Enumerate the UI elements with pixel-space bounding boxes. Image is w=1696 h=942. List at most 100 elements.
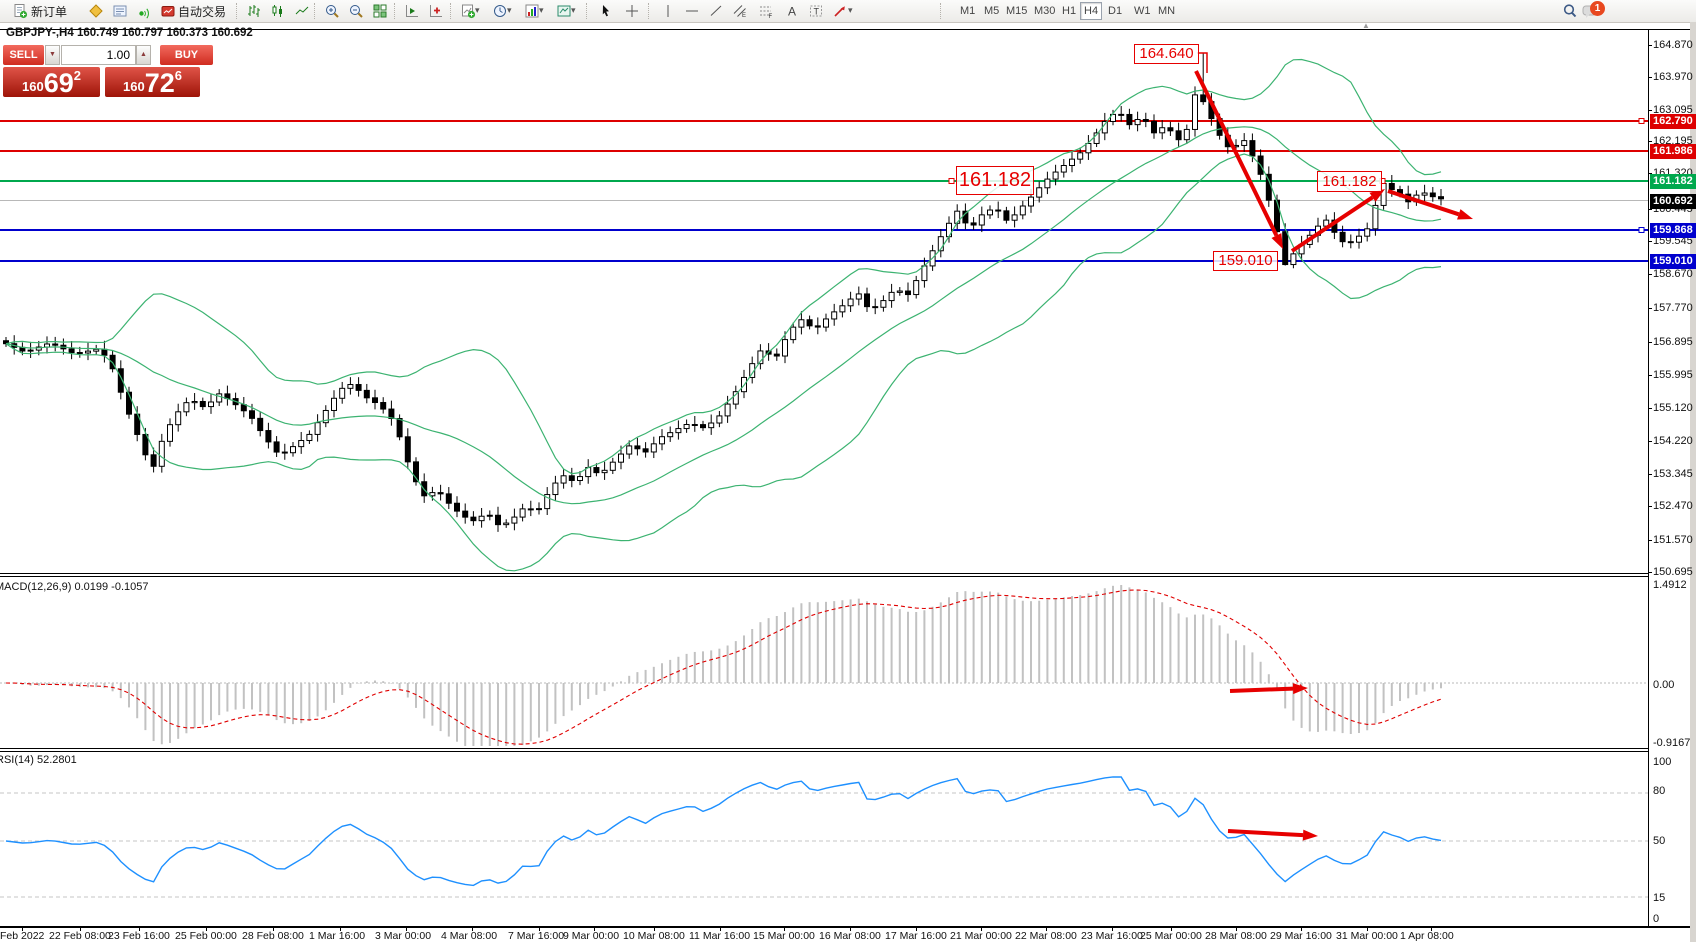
price-axis-tickmark <box>1648 474 1652 475</box>
timeframe-m1[interactable]: M1 <box>960 5 976 17</box>
svg-text:A: A <box>788 5 796 19</box>
date-axis-tickmark <box>594 928 595 931</box>
zoom-in-icon[interactable] <box>322 2 342 20</box>
date-axis-label: 25 Mar 00:00 <box>1140 930 1202 942</box>
annotation-price-label[interactable]: 161.182 <box>1317 171 1382 192</box>
hline-161.182[interactable] <box>0 180 1648 182</box>
date-axis-tickmark <box>472 928 473 931</box>
line-chart-mode-icon[interactable] <box>292 2 312 20</box>
timeframe-h1[interactable]: H1 <box>1062 5 1077 17</box>
cursor-tool-icon[interactable] <box>596 2 616 20</box>
ask-main: 72 <box>144 68 175 98</box>
zoom-out-icon[interactable] <box>346 2 366 20</box>
date-axis-tickmark <box>1367 928 1368 931</box>
timeframe-m30[interactable]: M30 <box>1034 5 1056 17</box>
trendline-tool-icon[interactable] <box>706 2 726 20</box>
price-axis-border <box>1648 29 1649 927</box>
new-chart-dropdown-icon[interactable]: ▾ <box>475 5 480 15</box>
gold-symbol-icon[interactable] <box>86 2 106 20</box>
timeframe-d1[interactable]: D1 <box>1108 5 1123 17</box>
price-axis-tickmark <box>1648 540 1652 541</box>
new-order-label[interactable]: 新订单 <box>31 5 68 19</box>
date-axis-label: 1 Mar 16:00 <box>309 930 366 942</box>
timeframe-m15[interactable]: M15 <box>1006 5 1028 17</box>
annotation-price-label[interactable]: 161.182 <box>956 166 1034 195</box>
date-axis-tickmark <box>720 928 721 931</box>
buy-button[interactable]: BUY <box>160 45 213 65</box>
channel-tool-icon[interactable]: E <box>730 2 750 20</box>
rsi-separator-bottom[interactable] <box>0 751 1649 752</box>
new-order-icon[interactable] <box>10 2 30 20</box>
date-axis-tickmark <box>1112 928 1113 931</box>
rsi-axis-tick: 80 <box>1653 785 1666 797</box>
auto-trading-label[interactable]: 自动交易 <box>178 5 227 19</box>
date-axis-label: 11 Mar 16:00 <box>689 930 751 942</box>
date-axis-tickmark <box>340 928 341 931</box>
macd-axis-tick: 0.00 <box>1653 679 1675 691</box>
fibonacci-tool-icon[interactable]: F <box>756 2 776 20</box>
date-axis-tickmark <box>654 928 655 931</box>
arrows-dropdown-icon[interactable]: ▾ <box>848 5 853 15</box>
hline-159.868[interactable] <box>0 229 1648 231</box>
price-axis-tick: 154.220 <box>1653 435 1693 447</box>
search-icon[interactable] <box>1560 2 1580 20</box>
annotation-price-label[interactable]: 164.640 <box>1134 44 1199 64</box>
date-axis-tickmark <box>406 928 407 931</box>
hline-160.692[interactable] <box>0 199 1648 201</box>
auto-trading-icon[interactable] <box>158 2 178 20</box>
notification-badge[interactable]: 1 <box>1590 1 1605 16</box>
bar-chart-mode-icon[interactable] <box>244 2 264 20</box>
new-chart-icon[interactable] <box>458 2 478 20</box>
add-indicator-icon[interactable] <box>426 2 446 20</box>
timeframe-h4[interactable]: H4 <box>1080 2 1103 20</box>
price-axis-tickmark <box>1648 45 1652 46</box>
chart-properties-dropdown-icon[interactable]: ▾ <box>539 5 544 15</box>
chart-properties-icon[interactable] <box>522 2 542 20</box>
macd-axis-tick: -0.9167 <box>1653 737 1691 749</box>
date-axis-label: 3 Mar 00:00 <box>375 930 432 942</box>
hline-159.010[interactable] <box>0 260 1648 262</box>
date-axis-tickmark <box>916 928 917 931</box>
periods-clock-icon[interactable] <box>490 2 510 20</box>
volume-input[interactable] <box>61 45 136 65</box>
macd-separator-top[interactable] <box>0 573 1649 574</box>
text-tool-icon[interactable]: A <box>782 2 802 20</box>
macd-separator-bottom[interactable] <box>0 576 1649 577</box>
timeframe-mn[interactable]: MN <box>1158 5 1176 17</box>
volume-increase-button[interactable]: ▲ <box>136 45 151 65</box>
date-axis-label: 1 Apr 08:00 <box>1400 930 1454 942</box>
news-icon[interactable] <box>110 2 130 20</box>
vertical-line-tool-icon[interactable] <box>658 2 678 20</box>
tile-windows-icon[interactable] <box>370 2 390 20</box>
profiles-icon[interactable] <box>554 2 574 20</box>
timeframe-w1[interactable]: W1 <box>1134 5 1151 17</box>
chart-plot-area[interactable] <box>0 30 1648 927</box>
hline-162.790[interactable] <box>0 120 1648 122</box>
timeframe-m5[interactable]: M5 <box>984 5 1000 17</box>
periods-dropdown-icon[interactable]: ▾ <box>507 5 512 15</box>
candlestick-mode-icon[interactable] <box>268 2 288 20</box>
signals-icon[interactable] <box>134 2 154 20</box>
price-axis-tick: 157.770 <box>1653 302 1693 314</box>
rsi-separator-top[interactable] <box>0 748 1649 749</box>
hline-161.986[interactable] <box>0 150 1648 152</box>
indicators-list-icon[interactable] <box>402 2 422 20</box>
price-axis-tickmark <box>1648 375 1652 376</box>
sell-button[interactable]: SELL <box>3 45 44 65</box>
horizontal-line-tool-icon[interactable] <box>682 2 702 20</box>
crosshair-tool-icon[interactable] <box>622 2 642 20</box>
arrows-tool-icon[interactable] <box>830 2 850 20</box>
price-axis-tickmark <box>1648 572 1652 573</box>
date-axis-tickmark <box>850 928 851 931</box>
date-axis-tickmark <box>80 928 81 931</box>
date-axis-tickmark <box>273 928 274 931</box>
profiles-dropdown-icon[interactable]: ▾ <box>571 5 576 15</box>
bid-price-box[interactable]: 160 69 2 <box>3 67 100 97</box>
panel-splitter-icon[interactable]: ▲ <box>1362 21 1370 30</box>
text-label-tool-icon[interactable]: T <box>806 2 826 20</box>
rsi-indicator-label: RSI(14) 52.2801 <box>0 754 77 766</box>
date-axis-tickmark <box>784 928 785 931</box>
ask-price-box[interactable]: 160 72 6 <box>105 67 200 97</box>
volume-decrease-button[interactable]: ▼ <box>45 45 60 65</box>
annotation-price-label[interactable]: 159.010 <box>1213 251 1278 271</box>
